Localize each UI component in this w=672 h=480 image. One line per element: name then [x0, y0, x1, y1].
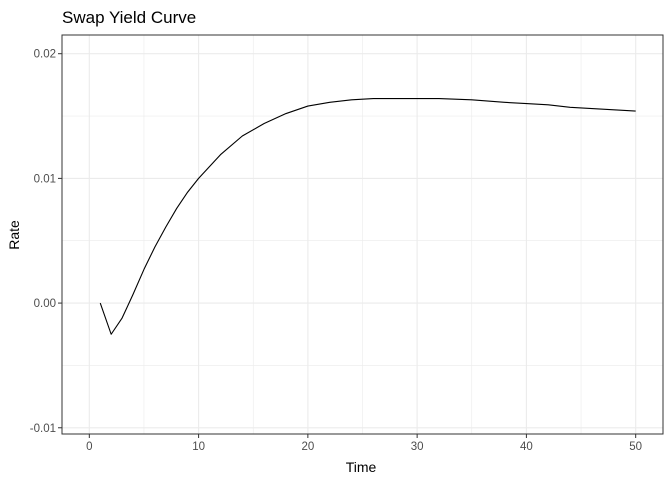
y-tick-label: 0.02 — [34, 49, 56, 61]
x-axis: 0 10 20 30 40 50 — [86, 434, 642, 453]
y-axis-title: Rate — [6, 220, 22, 250]
yield-curve-line — [99, 98, 636, 335]
x-tick-label: 40 — [520, 441, 533, 453]
x-tick-label: 30 — [411, 441, 424, 453]
major-gridlines — [62, 35, 663, 434]
x-tick-label: 0 — [86, 441, 92, 453]
x-tick-label: 50 — [629, 441, 642, 453]
chart-title: Swap Yield Curve — [62, 8, 196, 27]
y-tick-label: -0.01 — [30, 423, 56, 435]
series-group — [99, 98, 636, 335]
x-axis-title: Time — [346, 459, 377, 475]
plot-border — [61, 34, 664, 435]
y-tick-label: 0.00 — [34, 298, 56, 310]
y-axis: -0.01 0.00 0.01 0.02 — [30, 49, 62, 435]
minor-gridlines — [62, 35, 663, 434]
y-tick-label: 0.01 — [34, 173, 56, 185]
x-tick-label: 10 — [192, 441, 205, 453]
x-tick-label: 20 — [301, 441, 314, 453]
